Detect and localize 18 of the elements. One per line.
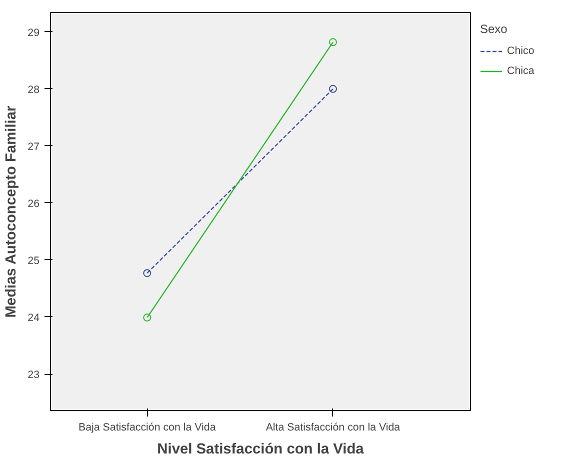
y-tick-label: 26 [28, 198, 40, 210]
y-tick-label: 29 [28, 26, 40, 39]
point [328, 84, 337, 93]
point [143, 314, 152, 322]
y-tick-label: 23 [28, 369, 40, 382]
x-tick-label: Alta Satisfacción con la Vida [266, 422, 400, 434]
x-axis-title: Nivel Satisfacción con la Vida [157, 442, 365, 458]
legend-title: Sexo [480, 22, 508, 36]
y-tick-label: 28 [28, 84, 40, 96]
y-tick-label: 24 [28, 312, 40, 324]
point [328, 38, 337, 46]
point [143, 269, 152, 278]
legend-label: Chica [507, 65, 534, 77]
y-tick-label: 25 [28, 254, 40, 267]
y-axis-title: Medias Autoconcepto Familiar [4, 105, 20, 318]
legend-label: Chico [507, 45, 534, 57]
x-tick-label: Baja Satisfacción con la Vida [78, 422, 216, 434]
y-tick-label: 27 [28, 140, 40, 153]
